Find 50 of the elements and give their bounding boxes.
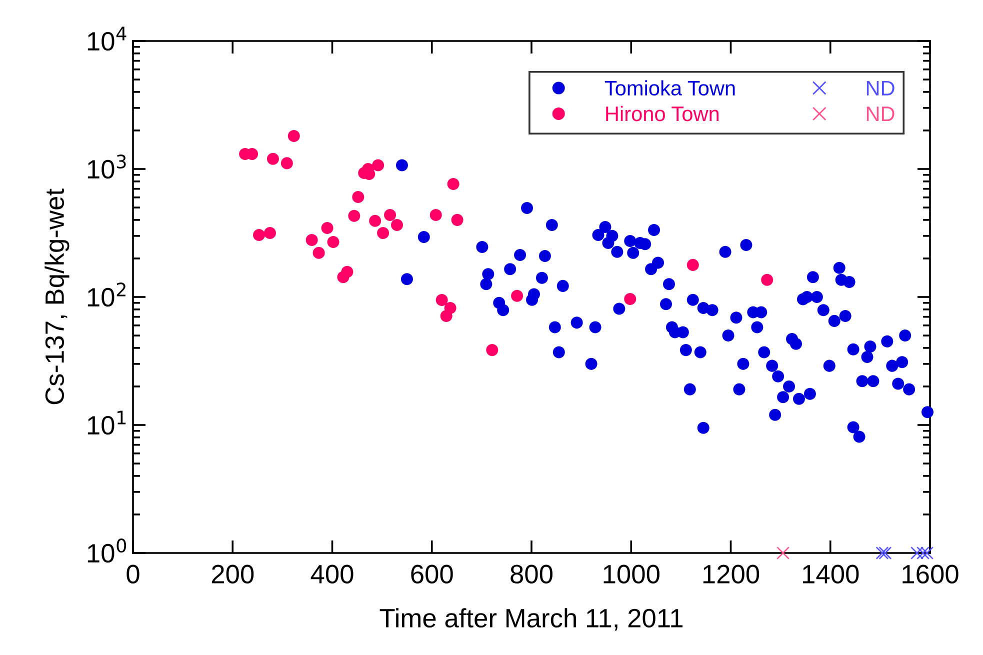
- point: [266, 152, 279, 165]
- point: [288, 130, 300, 142]
- point: [436, 294, 448, 306]
- y-tick-label: 10$^{3}$: [88, 154, 126, 179]
- point: [264, 227, 276, 240]
- point: [280, 157, 293, 170]
- point: [253, 228, 266, 242]
- point: [876, 546, 889, 560]
- y-tick-label: 10$^{0}$: [88, 538, 126, 563]
- y-tick-label: 10$^{1}$: [88, 410, 126, 435]
- x-tick-label: 400: [310, 564, 354, 584]
- point: [451, 214, 464, 226]
- point: [430, 209, 442, 222]
- legend-label: ND: [866, 80, 894, 96]
- point: [624, 292, 636, 305]
- y-tick-label: 10$^{4}$: [88, 26, 126, 51]
- point: [447, 178, 460, 190]
- point: [372, 159, 384, 172]
- point: [312, 246, 325, 259]
- y-tick-label: 10$^{2}$: [88, 282, 126, 307]
- legend-label: Hirono Town: [606, 106, 719, 122]
- y-axis-title: Cs-137, Bq/kg-wet: [44, 188, 70, 404]
- point: [341, 266, 354, 278]
- point: [486, 344, 498, 356]
- x-tick-label: 1400: [803, 564, 859, 584]
- legend-label: ND: [866, 106, 894, 121]
- point: [306, 234, 318, 246]
- point: [686, 258, 699, 271]
- point: [878, 546, 892, 560]
- point: [369, 214, 382, 227]
- point: [321, 222, 334, 234]
- x-tick-label: 200: [212, 564, 254, 584]
- point: [384, 209, 396, 222]
- point: [776, 546, 790, 560]
- x-tick-label: 600: [411, 564, 453, 584]
- x-tick-label: 1000: [604, 564, 660, 584]
- x-tick-label: 800: [510, 564, 552, 584]
- point: [327, 236, 340, 248]
- point: [761, 274, 774, 286]
- point: [440, 310, 452, 322]
- point: [511, 290, 524, 302]
- x-axis-title: Time after March 11, 2011: [380, 608, 683, 631]
- point: [390, 219, 404, 232]
- x-tick-label: 1200: [703, 564, 760, 584]
- point: [352, 191, 364, 204]
- point: [377, 227, 390, 240]
- x-tick-label: 1600: [902, 564, 958, 584]
- x-tick-label: 0: [126, 564, 140, 584]
- legend-label: Tomioka Town: [604, 80, 735, 96]
- point: [348, 210, 360, 222]
